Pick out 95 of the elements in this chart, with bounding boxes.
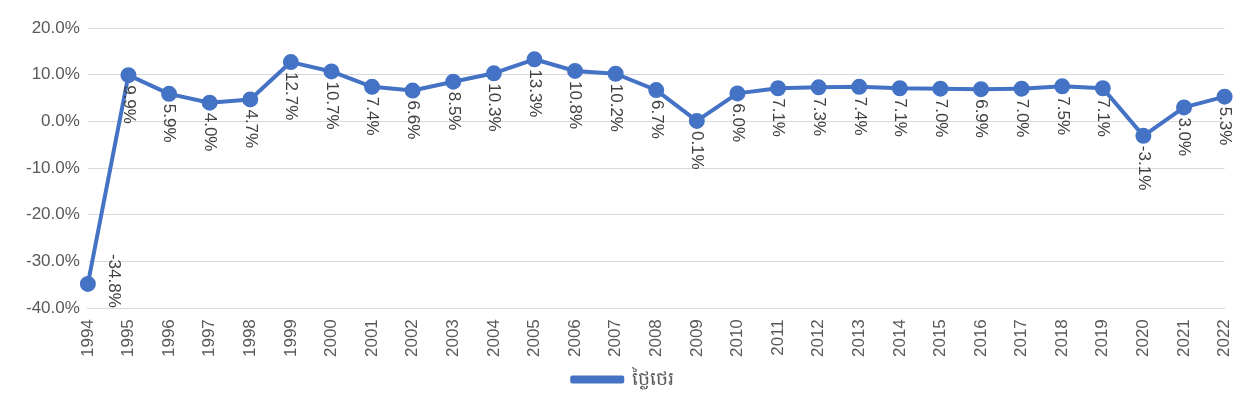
y-tick-label: -30.0% bbox=[25, 251, 80, 271]
x-tick-label: 2019 bbox=[1092, 319, 1112, 358]
data-label: 5.3% bbox=[1215, 106, 1235, 146]
x-tick-label: 2016 bbox=[970, 319, 990, 358]
point bbox=[973, 81, 990, 98]
point bbox=[770, 80, 787, 97]
point bbox=[1094, 80, 1111, 97]
point bbox=[404, 82, 421, 99]
x-tick-label: 2008 bbox=[645, 319, 665, 358]
point bbox=[282, 54, 299, 71]
x-tick-label: 1996 bbox=[158, 319, 178, 358]
data-label: 7.3% bbox=[809, 97, 829, 137]
data-label: 3.0% bbox=[1175, 117, 1195, 157]
data-label: 7.1% bbox=[1094, 98, 1114, 137]
x-tick-label: 2014 bbox=[889, 319, 909, 358]
x-tick-label: 2012 bbox=[808, 319, 828, 358]
x-tick-label: 2011 bbox=[767, 319, 787, 356]
x-tick-label: 2009 bbox=[686, 319, 706, 358]
y-tick-label: 0.0% bbox=[41, 111, 80, 131]
point bbox=[79, 275, 96, 292]
x-tick-label: 2021 bbox=[1173, 319, 1193, 358]
data-label: 7.1% bbox=[891, 98, 911, 137]
point bbox=[851, 78, 868, 95]
point bbox=[201, 94, 218, 111]
y-tick-label: 10.0% bbox=[31, 64, 80, 84]
point bbox=[810, 79, 827, 96]
x-tick-label: 2004 bbox=[483, 319, 503, 358]
data-label: 4.7% bbox=[241, 109, 261, 149]
x-tick-label: 2015 bbox=[930, 319, 950, 358]
x-tick-label: 1994 bbox=[77, 319, 97, 358]
y-tick-label: 20.0% bbox=[31, 17, 80, 37]
x-tick-label: 1997 bbox=[199, 319, 219, 358]
point bbox=[932, 80, 949, 97]
data-label: 7.4% bbox=[363, 96, 383, 136]
x-tick-label: 2000 bbox=[321, 319, 341, 358]
data-label: 5.9% bbox=[160, 103, 180, 143]
data-label: 7.1% bbox=[769, 98, 789, 137]
y-tick-label: -10.0% bbox=[25, 157, 80, 177]
x-tick-label: 2018 bbox=[1051, 319, 1071, 358]
point bbox=[688, 112, 705, 129]
x-tick-label: 1995 bbox=[118, 319, 138, 358]
x-tick-label: 2022 bbox=[1214, 319, 1234, 358]
data-label: 9.9% bbox=[119, 85, 139, 124]
x-tick-label: 2007 bbox=[605, 319, 625, 358]
x-tick-label: 1999 bbox=[280, 319, 300, 358]
point bbox=[323, 63, 340, 80]
data-label: -3.1% bbox=[1134, 145, 1154, 191]
point bbox=[648, 82, 665, 99]
data-label: 6.7% bbox=[647, 100, 667, 139]
point bbox=[161, 85, 178, 102]
data-label: 7.5% bbox=[1053, 96, 1073, 136]
data-label: 10.8% bbox=[566, 80, 586, 130]
legend-label: ថ្លៃថេរ bbox=[630, 365, 674, 390]
x-tick-label: 2005 bbox=[524, 319, 544, 358]
point bbox=[1135, 127, 1152, 144]
y-tick-label: -20.0% bbox=[25, 204, 80, 224]
x-tick-label: 1998 bbox=[239, 319, 259, 358]
data-label: 10.3% bbox=[485, 83, 505, 132]
data-label: 8.5% bbox=[444, 91, 464, 131]
point bbox=[729, 85, 746, 102]
data-label: 10.7% bbox=[322, 81, 342, 130]
x-tick-label: 2017 bbox=[1011, 319, 1031, 358]
x-tick-label: 2003 bbox=[442, 319, 462, 358]
data-label: 6.9% bbox=[972, 99, 992, 138]
data-label: 7.0% bbox=[1012, 98, 1032, 138]
x-tick-label: 2002 bbox=[402, 319, 422, 358]
data-label: 12.7% bbox=[282, 72, 302, 121]
point bbox=[1013, 80, 1030, 97]
x-tick-label: 2020 bbox=[1133, 319, 1153, 358]
x-tick-label: 2001 bbox=[361, 319, 381, 358]
point bbox=[891, 80, 908, 97]
x-tick-label: 2010 bbox=[727, 319, 747, 358]
point bbox=[567, 62, 584, 79]
data-label: 10.2% bbox=[606, 83, 626, 132]
point bbox=[485, 65, 502, 82]
point bbox=[526, 51, 543, 68]
data-label: 7.4% bbox=[850, 96, 870, 136]
point bbox=[445, 73, 462, 90]
point bbox=[120, 67, 137, 84]
point bbox=[364, 78, 381, 95]
y-tick-label: -40.0% bbox=[25, 297, 80, 317]
point bbox=[1216, 88, 1233, 105]
x-tick-label: 2006 bbox=[564, 319, 584, 358]
data-label: 0.1% bbox=[688, 130, 708, 170]
point bbox=[607, 65, 624, 82]
data-label: 6.0% bbox=[728, 103, 748, 143]
data-label: 13.3% bbox=[525, 69, 545, 118]
point bbox=[1176, 99, 1192, 116]
data-label: 6.6% bbox=[403, 100, 423, 140]
data-label: 4.0% bbox=[200, 112, 220, 152]
data-label: -34.8% bbox=[105, 253, 125, 308]
data-label: 7.0% bbox=[931, 98, 951, 138]
point bbox=[242, 91, 259, 108]
point bbox=[1054, 78, 1071, 95]
x-tick-label: 2013 bbox=[848, 319, 868, 358]
